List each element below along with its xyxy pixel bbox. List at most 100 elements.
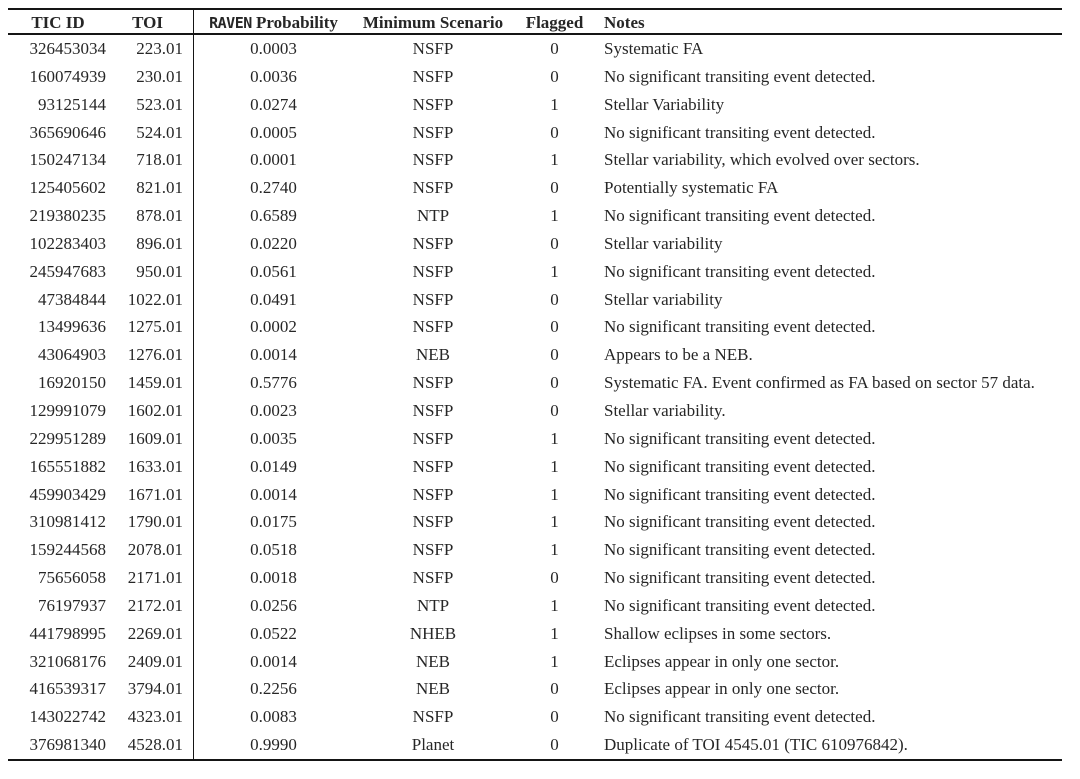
cell-flagged: 0 — [550, 233, 559, 253]
cell-tic-id: 229951289 — [29, 428, 107, 448]
cell-tic-id: 102283403 — [29, 233, 107, 253]
cell-tic-id: 150247134 — [29, 150, 107, 170]
cell-notes: No significant transiting event detected… — [604, 428, 876, 448]
cell-minimum-scenario: NSFP — [412, 261, 454, 281]
cell-tic-id: 160074939 — [29, 66, 107, 86]
cell-flagged: 1 — [550, 595, 559, 615]
cell-flagged: 1 — [550, 540, 559, 560]
cell-raven-probability: 0.0220 — [193, 229, 353, 258]
cell-raven-probability: 0.2740 — [193, 174, 353, 203]
table-row: 441798995 2269.01 0.0522 NHEB 1 Shallow … — [8, 619, 1062, 648]
cell-notes: No significant transiting event detected… — [604, 484, 876, 504]
cell-toi: 1276.01 — [127, 345, 183, 365]
cell-flagged: 0 — [550, 400, 559, 420]
cell-toi: 3794.01 — [127, 679, 183, 699]
cell-toi: 230.01 — [136, 66, 183, 86]
cell-notes: Eclipses appear in only one sector. — [604, 679, 840, 699]
cell-tic-id: 165551882 — [29, 456, 107, 476]
cell-toi: 1790.01 — [127, 512, 183, 532]
table-row: 416539317 3794.01 0.2256 NEB 0 Eclipses … — [8, 675, 1062, 704]
cell-flagged: 0 — [550, 66, 559, 86]
cell-flagged: 1 — [550, 651, 559, 671]
cell-raven-probability: 0.2256 — [193, 675, 353, 704]
cell-minimum-scenario: NSFP — [412, 178, 454, 198]
cell-toi: 821.01 — [136, 178, 183, 198]
cell-raven-probability: 0.0274 — [193, 90, 353, 119]
cell-flagged: 1 — [550, 428, 559, 448]
cell-notes: No significant transiting event detected… — [604, 317, 876, 337]
cell-toi: 1022.01 — [127, 289, 183, 309]
table-row: 165551882 1633.01 0.0149 NSFP 1 No signi… — [8, 452, 1062, 481]
cell-minimum-scenario: NSFP — [412, 456, 454, 476]
cell-tic-id: 47384844 — [38, 289, 106, 309]
cell-flagged: 1 — [550, 94, 559, 114]
cell-tic-id: 310981412 — [29, 512, 107, 532]
cell-tic-id: 125405602 — [29, 178, 107, 198]
cell-flagged: 0 — [550, 735, 559, 755]
cell-toi: 2171.01 — [127, 568, 183, 588]
table-row: 326453034 223.01 0.0003 NSFP 0 Systemati… — [8, 35, 1062, 63]
cell-toi: 2409.01 — [127, 651, 183, 671]
cell-notes: No significant transiting event detected… — [604, 568, 876, 588]
cell-flagged: 0 — [550, 39, 559, 58]
cell-toi: 523.01 — [136, 94, 183, 114]
cell-minimum-scenario: NSFP — [412, 122, 454, 142]
cell-flagged: 0 — [550, 345, 559, 365]
cell-raven-probability: 0.0018 — [193, 564, 353, 592]
cell-flagged: 1 — [550, 484, 559, 504]
cell-notes: No significant transiting event detected… — [604, 540, 876, 560]
table-row: 43064903 1276.01 0.0014 NEB 0 Appears to… — [8, 341, 1062, 370]
table-row: 16920150 1459.01 0.5776 NSFP 0 Systemati… — [8, 369, 1062, 397]
cell-toi: 878.01 — [136, 206, 183, 226]
cell-notes: Duplicate of TOI 4545.01 (TIC 610976842)… — [604, 735, 908, 755]
cell-raven-probability: 0.0035 — [193, 424, 353, 453]
table-row: 365690646 524.01 0.0005 NSFP 0 No signif… — [8, 118, 1062, 147]
cell-minimum-scenario: NSFP — [412, 233, 454, 253]
table-row: 76197937 2172.01 0.0256 NTP 1 No signifi… — [8, 591, 1062, 620]
cell-raven-probability: 0.0491 — [193, 285, 353, 314]
vetting-results-table: TIC ID TOI RAVEN Probability Minimum Sce… — [8, 8, 1062, 761]
cell-raven-probability: 0.0083 — [193, 703, 353, 732]
cell-tic-id: 376981340 — [29, 735, 107, 755]
cell-notes: No significant transiting event detected… — [604, 595, 876, 615]
table-row: 125405602 821.01 0.2740 NSFP 0 Potential… — [8, 174, 1062, 203]
table-header-row: TIC ID TOI RAVEN Probability Minimum Sce… — [8, 10, 1062, 36]
cell-minimum-scenario: NSFP — [412, 66, 454, 86]
table-row: 47384844 1022.01 0.0491 NSFP 0 Stellar v… — [8, 285, 1062, 314]
cell-notes: No significant transiting event detected… — [604, 456, 876, 476]
cell-tic-id: 441798995 — [29, 623, 107, 643]
cell-tic-id: 219380235 — [29, 206, 107, 226]
cell-tic-id: 76197937 — [38, 595, 106, 615]
header-notes: Notes — [604, 13, 645, 32]
cell-raven-probability: 0.0014 — [193, 647, 353, 676]
cell-raven-probability: 0.0149 — [193, 452, 353, 481]
cell-notes: Stellar Variability — [604, 94, 725, 114]
cell-tic-id: 75656058 — [38, 568, 106, 588]
header-minimum-scenario: Minimum Scenario — [362, 13, 504, 32]
cell-minimum-scenario: NSFP — [412, 317, 454, 337]
table-row: 159244568 2078.01 0.0518 NSFP 1 No signi… — [8, 536, 1062, 565]
cell-flagged: 1 — [550, 512, 559, 532]
cell-flagged: 0 — [550, 679, 559, 699]
cell-minimum-scenario: NSFP — [412, 512, 454, 532]
cell-tic-id: 16920150 — [38, 373, 106, 393]
table-row: 160074939 230.01 0.0036 NSFP 0 No signif… — [8, 62, 1062, 91]
table-row: 310981412 1790.01 0.0175 NSFP 1 No signi… — [8, 508, 1062, 537]
header-raven-probability: RAVEN Probability — [193, 10, 353, 36]
table-body: 326453034 223.01 0.0003 NSFP 0 Systemati… — [8, 35, 1062, 759]
table-row: 75656058 2171.01 0.0018 NSFP 0 No signif… — [8, 564, 1062, 592]
cell-minimum-scenario: NSFP — [412, 484, 454, 504]
cell-toi: 1671.01 — [127, 484, 183, 504]
cell-toi: 2172.01 — [127, 595, 183, 615]
cell-tic-id: 365690646 — [29, 122, 107, 142]
cell-toi: 1459.01 — [127, 373, 183, 393]
cell-raven-probability: 0.0518 — [193, 536, 353, 565]
cell-flagged: 0 — [550, 707, 559, 727]
cell-raven-probability: 0.0002 — [193, 313, 353, 342]
cell-minimum-scenario: NSFP — [412, 150, 454, 170]
cell-toi: 1275.01 — [127, 317, 183, 337]
cell-tic-id: 143022742 — [29, 707, 107, 727]
cell-toi: 524.01 — [136, 122, 183, 142]
header-probability-label: Probability — [256, 13, 338, 32]
cell-tic-id: 43064903 — [38, 345, 106, 365]
